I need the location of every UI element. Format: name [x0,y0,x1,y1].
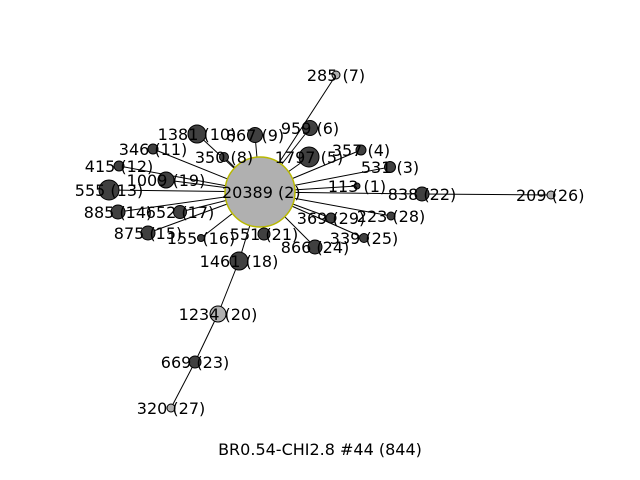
node-n1461 [229,251,249,271]
node-label-n346: 346 (11) [119,140,187,159]
node-label-n885: 885 (14) [84,203,152,222]
node-n669 [188,355,202,369]
node-n339 [359,233,369,243]
node-n652 [173,205,187,219]
node-n369 [325,212,337,224]
node-label-n285: 285 (7) [307,66,365,85]
node-label-n113: 113 (1) [328,177,386,196]
node-label-n551: 551 (21) [230,225,298,244]
graph-caption: BR0.54-CHI2.8 #44 (844) [218,440,422,459]
node-label-n357: 357 (4) [332,141,390,160]
node-n959 [302,120,318,136]
node-label-n369: 369 (29) [297,209,365,228]
node-n885 [110,204,126,220]
node-label-n209: 209 (26) [516,186,584,205]
node-n223 [386,211,396,221]
edge-n1234-n669 [194,313,219,363]
node-n551 [257,227,271,241]
node-label-hub: 20389 (2) [222,183,301,202]
node-n1009 [157,171,175,189]
node-label-n1381: 1381 (10) [158,125,237,144]
node-n350 [219,152,229,162]
node-label-n223: 223 (28) [357,207,425,226]
node-label-n875: 875 (15) [114,224,182,243]
node-n346 [147,143,159,155]
label-layer: 20389 (2) 285 (7) 959 (6) 1381 (10)867 (9) 3… [75,66,585,418]
node-label-n1797: 1797 (5) [275,148,343,167]
node-n1381 [187,124,207,144]
edge-n669-n320 [170,361,196,409]
node-n285 [331,70,341,80]
node-label-n652: 652 (17) [146,203,214,222]
node-label-n1234: 1234 (20) [179,305,258,324]
edge-n838-n209 [421,193,552,196]
node-label-n838: 838 (22) [388,185,456,204]
node-layer [98,70,556,413]
node-label-n555: 555 (13) [75,181,143,200]
node-n320 [166,403,176,413]
node-n555 [98,179,120,201]
edge-n1461-n1234 [217,260,240,315]
node-n1797 [298,146,320,168]
node-n875 [140,225,156,241]
node-label-n155: 155 (16) [167,229,235,248]
node-hub [224,156,296,228]
node-label-n415: 415 (12) [85,157,153,176]
node-label-n669: 669 (23) [161,353,229,372]
node-n866 [307,239,323,255]
node-n357 [355,144,367,156]
node-label-n866: 866 (24) [281,238,349,257]
node-label-n959: 959 (6) [281,119,339,138]
node-n1234 [209,305,227,323]
node-label-n320: 320 (27) [137,399,205,418]
node-label-n1009: 1009 (19) [127,171,206,190]
node-label-n867: 867 (9) [226,126,284,145]
node-n415 [113,160,125,172]
node-label-n1461: 1461 (18) [200,252,279,271]
node-n209 [546,190,556,200]
node-label-n531: 531 (3) [361,158,419,177]
node-label-n339: 339 (25) [330,229,398,248]
node-n867 [247,127,263,143]
node-n531 [384,161,396,173]
node-label-n350: 350 (8) [195,148,253,167]
node-n838 [414,186,430,202]
node-n113 [353,182,361,190]
node-n155 [197,234,205,242]
